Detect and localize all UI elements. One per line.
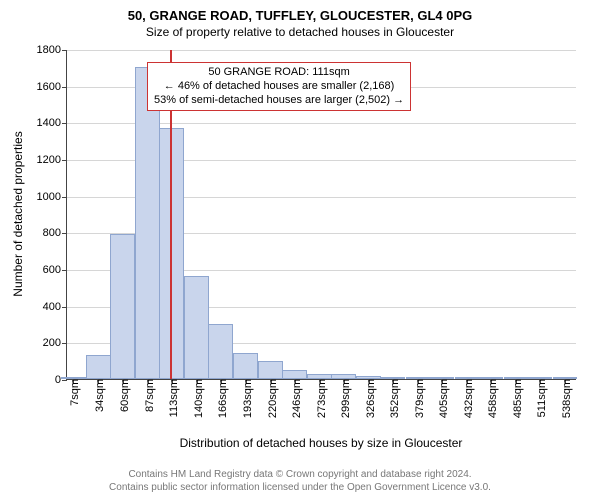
xtick-label: 34sqm [90, 379, 106, 412]
ytick-label: 1600 [37, 81, 67, 93]
histogram-bar [110, 234, 135, 379]
ytick-label: 400 [43, 301, 67, 313]
annotation-line: 53% of semi-detached houses are larger (… [154, 94, 404, 108]
ytick-label: 1000 [37, 191, 67, 203]
ytick-label: 1800 [37, 44, 67, 56]
x-axis-label: Distribution of detached houses by size … [66, 436, 576, 450]
xtick-label: 485sqm [508, 379, 524, 418]
y-axis-label: Number of detached properties [11, 49, 25, 379]
histogram-bar [184, 276, 209, 379]
chart-title: 50, GRANGE ROAD, TUFFLEY, GLOUCESTER, GL… [0, 0, 600, 23]
histogram-bar [282, 370, 307, 379]
annotation-line: 50 GRANGE ROAD: 111sqm [154, 66, 404, 80]
xtick-label: 299sqm [336, 379, 352, 418]
annotation-line: ← 46% of detached houses are smaller (2,… [154, 80, 404, 94]
chart-subtitle: Size of property relative to detached ho… [0, 23, 600, 39]
xtick-label: 220sqm [263, 379, 279, 418]
xtick-label: 379sqm [410, 379, 426, 418]
annotation-box: 50 GRANGE ROAD: 111sqm← 46% of detached … [147, 62, 411, 111]
xtick-label: 166sqm [213, 379, 229, 418]
xtick-label: 113sqm [164, 379, 180, 417]
histogram-bar [258, 361, 283, 379]
xtick-label: 405sqm [434, 379, 450, 418]
xtick-label: 87sqm [140, 379, 156, 412]
gridline [67, 50, 576, 51]
ytick-label: 800 [43, 227, 67, 239]
chart-container: 50, GRANGE ROAD, TUFFLEY, GLOUCESTER, GL… [0, 0, 600, 500]
xtick-label: 246sqm [287, 379, 303, 418]
xtick-label: 193sqm [238, 379, 254, 418]
xtick-label: 140sqm [189, 379, 205, 418]
footer-line-2: Contains public sector information licen… [0, 482, 600, 495]
ytick-label: 200 [43, 337, 67, 349]
xtick-label: 352sqm [385, 379, 401, 418]
ytick-label: 1200 [37, 154, 67, 166]
ytick-label: 1400 [37, 117, 67, 129]
xtick-label: 60sqm [115, 379, 131, 412]
footer-line-1: Contains HM Land Registry data © Crown c… [0, 469, 600, 482]
xtick-label: 458sqm [483, 379, 499, 418]
histogram-bar [86, 355, 111, 379]
xtick-label: 511sqm [532, 379, 548, 417]
xtick-label: 326sqm [361, 379, 377, 418]
footer: Contains HM Land Registry data © Crown c… [0, 469, 600, 494]
xtick-label: 273sqm [312, 379, 328, 418]
xtick-label: 7sqm [65, 379, 81, 406]
xtick-label: 432sqm [459, 379, 475, 418]
ytick-label: 600 [43, 264, 67, 276]
plot-area: 0200400600800100012001400160018007sqm34s… [66, 50, 576, 380]
histogram-bar [208, 324, 233, 379]
histogram-bar [135, 67, 160, 379]
xtick-label: 538sqm [557, 379, 573, 418]
histogram-bar [233, 353, 258, 379]
